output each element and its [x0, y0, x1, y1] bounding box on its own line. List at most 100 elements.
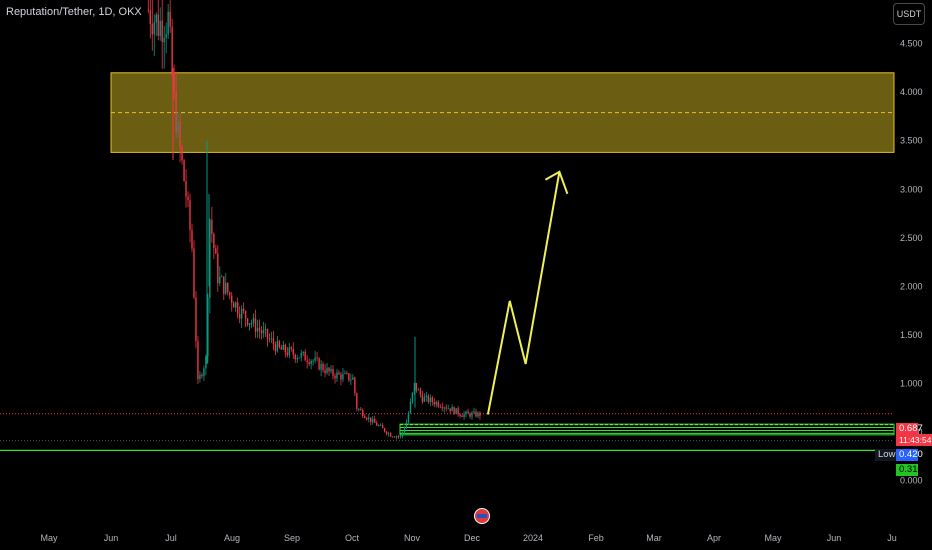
- candle-body: [231, 295, 233, 303]
- candle-body: [169, 11, 171, 27]
- candle-body: [381, 425, 384, 429]
- candle-body: [433, 401, 435, 405]
- time-axis-tick: Dec: [464, 533, 481, 543]
- candle-body: [467, 411, 469, 414]
- candle-body: [250, 323, 253, 324]
- time-axis-tick: Jun: [104, 533, 119, 543]
- candle-body: [171, 26, 173, 73]
- candle-body: [272, 338, 275, 345]
- candle-body: [238, 313, 241, 319]
- candle-body: [330, 368, 332, 372]
- candle-body: [236, 302, 239, 314]
- candle-body: [290, 347, 292, 350]
- time-axis-tick: 2024: [523, 533, 543, 543]
- candle-body: [282, 344, 285, 350]
- candle-body: [354, 377, 356, 394]
- candle-body: [463, 414, 465, 418]
- candle-body: [306, 360, 308, 363]
- candle-body: [419, 389, 422, 395]
- candle-body: [477, 412, 479, 417]
- candle-body: [280, 347, 283, 350]
- candle-body: [437, 402, 439, 407]
- candle-body: [350, 379, 352, 381]
- candle-body: [451, 407, 453, 412]
- candle-body: [473, 411, 475, 413]
- candle-body: [344, 373, 346, 374]
- candle-body: [179, 121, 181, 148]
- us-flag-icon[interactable]: [474, 508, 490, 524]
- candle-body: [264, 329, 267, 330]
- candle-body: [163, 38, 165, 43]
- candle-body: [459, 414, 461, 416]
- candle-body: [362, 410, 364, 417]
- candle-body: [385, 431, 388, 434]
- candle-body: [240, 308, 243, 319]
- candle-body: [217, 253, 219, 284]
- candle-body: [409, 401, 412, 414]
- candle-body: [395, 436, 398, 438]
- candle-body: [312, 360, 314, 362]
- candle-body: [453, 407, 455, 414]
- candle-body: [328, 367, 330, 372]
- candle-body: [177, 121, 179, 133]
- time-axis-tick: Ju: [887, 533, 897, 543]
- price-axis-tick: 4.000: [900, 87, 923, 97]
- candle-body: [234, 302, 237, 308]
- candle-body: [258, 328, 261, 331]
- candle-body: [334, 375, 336, 379]
- candle-body: [429, 397, 432, 403]
- candle-body: [304, 351, 306, 361]
- candle-body: [401, 432, 404, 437]
- price-axis-tick: 4.500: [900, 39, 923, 49]
- candle-body: [320, 363, 322, 370]
- last-price-tag: 0.687: [896, 423, 923, 435]
- countdown-tag: 11:43:54: [896, 434, 932, 446]
- price-axis-tick: 3.500: [900, 136, 923, 146]
- candle-body: [302, 351, 304, 354]
- candle-body: [215, 248, 217, 254]
- candle-body: [191, 229, 193, 249]
- time-axis-tick: Mar: [646, 533, 662, 543]
- time-axis-tick: May: [40, 533, 58, 543]
- candle-body: [358, 408, 360, 410]
- candle-body: [298, 357, 300, 359]
- candle-body: [407, 413, 410, 423]
- candle-body: [197, 341, 199, 380]
- time-axis-tick: Aug: [224, 533, 240, 543]
- candle-body: [469, 413, 471, 417]
- candle-body: [449, 408, 451, 412]
- price-axis-tick: 2.000: [900, 281, 923, 291]
- candle-body: [447, 408, 449, 410]
- candle-body: [364, 416, 366, 418]
- candle-body: [417, 389, 420, 391]
- time-axis-tick: Jul: [165, 533, 177, 543]
- candle-body: [423, 397, 426, 402]
- candle-body: [441, 407, 443, 409]
- candle-body: [149, 10, 151, 25]
- candle-body: [372, 418, 374, 423]
- candle-body: [205, 356, 207, 369]
- candle-body: [256, 328, 259, 332]
- symbol-title: Reputation/Tether, 1D, OKX: [6, 6, 142, 18]
- candle-body: [232, 302, 235, 308]
- candle-body: [475, 411, 477, 417]
- candle-body: [322, 363, 324, 371]
- candle-body: [294, 354, 296, 360]
- candle-body: [296, 357, 298, 360]
- candle-body: [387, 433, 390, 435]
- time-axis-tick: Apr: [707, 533, 721, 543]
- candle-body: [153, 22, 155, 35]
- candle-body: [457, 408, 459, 415]
- candle-body: [465, 411, 467, 415]
- candle-body: [336, 372, 338, 379]
- candle-body: [225, 282, 227, 294]
- candle-body: [383, 428, 386, 432]
- candle-body: [300, 353, 302, 358]
- candle-body: [375, 422, 378, 426]
- candle-body: [187, 196, 189, 201]
- time-axis-tick: Feb: [588, 533, 604, 543]
- currency-button[interactable]: USDT: [893, 3, 925, 25]
- candle-body: [278, 341, 281, 348]
- candle-body: [346, 373, 348, 374]
